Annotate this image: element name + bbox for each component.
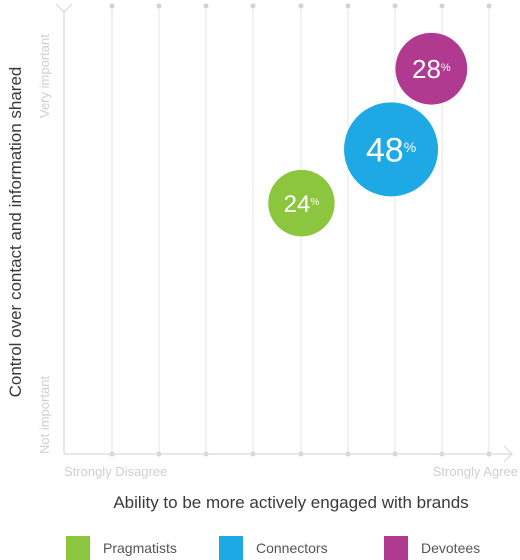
legend-swatch-devotees [384, 536, 408, 560]
bubble-devotees [395, 32, 468, 105]
bubble-pragmatists [268, 169, 335, 237]
bubble-connectors [344, 102, 439, 197]
bubbles: 24% 48% 28% [268, 32, 468, 237]
bubble-label-devotees: 28% [412, 54, 451, 84]
x-axis-arrow [503, 445, 514, 463]
gridline-dot [109, 3, 115, 9]
gridline-dot [392, 3, 398, 9]
x-axis-title: Ability to be more actively engaged with… [113, 493, 468, 512]
gridline-dot [250, 3, 256, 9]
legend: Pragmatists Connectors Devotees [66, 536, 480, 560]
legend-swatch-pragmatists [66, 536, 90, 560]
gridline-dot [486, 3, 492, 9]
x-tick-label-min: Strongly Disagree [64, 464, 167, 479]
legend-label-pragmatists: Pragmatists [103, 540, 177, 556]
gridline-dot [345, 3, 351, 9]
gridline-dot [156, 3, 162, 9]
gridline-dot [298, 3, 304, 9]
y-axis-title: Control over contact and information sha… [6, 67, 25, 398]
bubble-label-pragmatists: 24% [284, 191, 320, 218]
y-tick-label-min: Not important [37, 376, 52, 454]
x-tick-label-max: Strongly Agree [433, 464, 518, 479]
legend-label-devotees: Devotees [421, 540, 480, 556]
legend-label-connectors: Connectors [256, 540, 328, 556]
gridline-dot [203, 3, 209, 9]
axes [55, 3, 514, 463]
bubble-label-connectors: 48% [366, 132, 416, 170]
gridline-dot [439, 3, 445, 9]
legend-swatch-connectors [219, 536, 243, 560]
y-tick-label-max: Very important [37, 34, 52, 118]
